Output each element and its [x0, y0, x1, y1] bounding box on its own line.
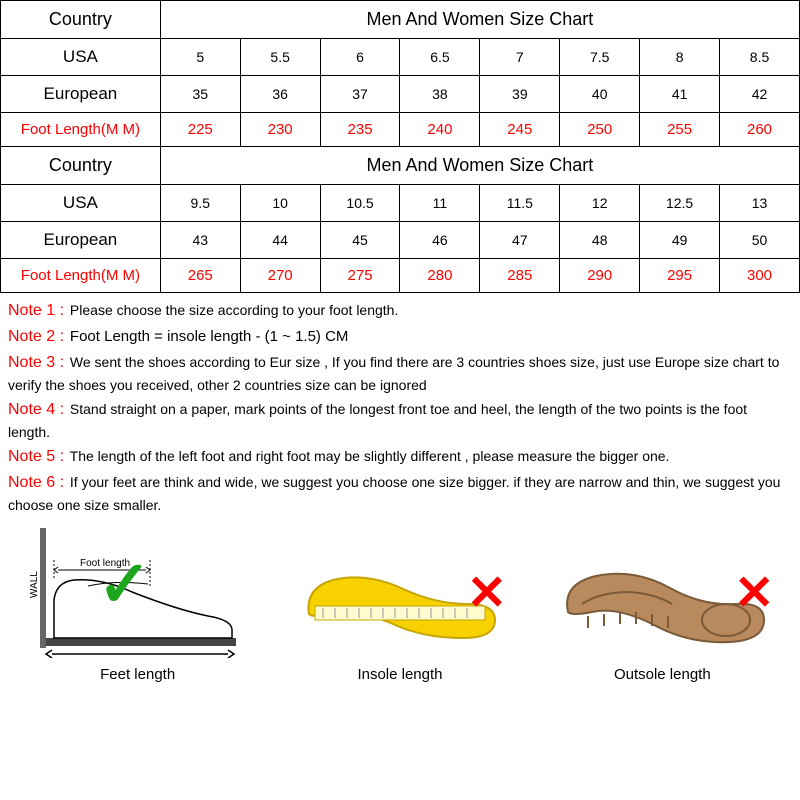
country-header: Country	[1, 147, 161, 185]
size-cell: 280	[400, 259, 480, 293]
size-cell: 43	[160, 222, 240, 259]
size-cell: 10	[240, 185, 320, 222]
size-cell: 265	[160, 259, 240, 293]
checkmark-icon: ✓	[98, 552, 152, 616]
size-cell: 8	[640, 39, 720, 76]
diagram-feet-length: WALL Foot length ✓ Feet length	[18, 528, 258, 683]
note-line: Note 3 : We sent the shoes according to …	[8, 351, 792, 396]
size-cell: 48	[560, 222, 640, 259]
chart-title: Men And Women Size Chart	[160, 1, 799, 39]
size-cell: 7.5	[560, 39, 640, 76]
x-mark-icon: ✕	[467, 570, 507, 618]
note-text: Please choose the size according to your…	[70, 302, 398, 318]
size-cell: 45	[320, 222, 400, 259]
size-cell: 8.5	[720, 39, 800, 76]
size-cell: 35	[160, 76, 240, 113]
note-line: Note 2 : Foot Length = insole length - (…	[8, 325, 792, 349]
size-cell: 255	[640, 113, 720, 147]
country-header: Country	[1, 1, 161, 39]
size-cell: 9.5	[160, 185, 240, 222]
size-cell: 285	[480, 259, 560, 293]
size-cell: 11	[400, 185, 480, 222]
note-label: Note 3 :	[8, 354, 64, 371]
row-label-european: European	[1, 222, 161, 259]
size-cell: 50	[720, 222, 800, 259]
row-label-foot-length: Foot Length(M M)	[1, 259, 161, 293]
size-cell: 7	[480, 39, 560, 76]
size-cell: 12.5	[640, 185, 720, 222]
size-cell: 230	[240, 113, 320, 147]
size-cell: 6	[320, 39, 400, 76]
note-label: Note 2 :	[8, 328, 64, 345]
note-line: Note 6 : If your feet are think and wide…	[8, 471, 792, 516]
note-label: Note 5 :	[8, 448, 64, 465]
svg-text:WALL: WALL	[29, 571, 40, 598]
note-label: Note 1 :	[8, 302, 64, 319]
note-text: We sent the shoes according to Eur size …	[8, 354, 779, 393]
size-cell: 46	[400, 222, 480, 259]
size-cell: 235	[320, 113, 400, 147]
size-cell: 6.5	[400, 39, 480, 76]
note-text: Stand straight on a paper, mark points o…	[8, 401, 747, 440]
size-cell: 41	[640, 76, 720, 113]
x-mark-icon: ✕	[734, 570, 774, 618]
note-line: Note 1 : Please choose the size accordin…	[8, 299, 792, 323]
note-line: Note 5 : The length of the left foot and…	[8, 445, 792, 469]
size-cell: 5	[160, 39, 240, 76]
size-cell: 42	[720, 76, 800, 113]
diagram-caption: Insole length	[357, 666, 442, 683]
diagram-caption: Outsole length	[614, 666, 711, 683]
note-text: Foot Length = insole length - (1 ~ 1.5) …	[70, 328, 349, 345]
size-cell: 37	[320, 76, 400, 113]
note-text: If your feet are think and wide, we sugg…	[8, 474, 780, 513]
chart-title: Men And Women Size Chart	[160, 147, 799, 185]
diagram-caption: Feet length	[100, 666, 175, 683]
size-cell: 36	[240, 76, 320, 113]
note-label: Note 4 :	[8, 401, 64, 418]
size-cell: 12	[560, 185, 640, 222]
diagram-outsole-length: ✕ Outsole length	[542, 558, 782, 683]
size-cell: 49	[640, 222, 720, 259]
size-cell: 38	[400, 76, 480, 113]
note-line: Note 4 : Stand straight on a paper, mark…	[8, 398, 792, 443]
size-cell: 225	[160, 113, 240, 147]
size-chart-table: CountryMen And Women Size ChartUSA55.566…	[0, 0, 800, 293]
size-cell: 47	[480, 222, 560, 259]
size-cell: 240	[400, 113, 480, 147]
size-cell: 11.5	[480, 185, 560, 222]
row-label-usa: USA	[1, 39, 161, 76]
size-cell: 39	[480, 76, 560, 113]
diagram-insole-length: ✕ Insole length	[285, 558, 515, 683]
row-label-usa: USA	[1, 185, 161, 222]
size-cell: 250	[560, 113, 640, 147]
size-cell: 44	[240, 222, 320, 259]
size-cell: 40	[560, 76, 640, 113]
note-text: The length of the left foot and right fo…	[70, 448, 670, 464]
notes-section: Note 1 : Please choose the size accordin…	[0, 293, 800, 520]
size-cell: 275	[320, 259, 400, 293]
row-label-european: European	[1, 76, 161, 113]
size-cell: 10.5	[320, 185, 400, 222]
note-label: Note 6 :	[8, 474, 64, 491]
size-cell: 260	[720, 113, 800, 147]
row-label-foot-length: Foot Length(M M)	[1, 113, 161, 147]
size-cell: 245	[480, 113, 560, 147]
size-cell: 295	[640, 259, 720, 293]
diagrams-row: WALL Foot length ✓ Feet length ✕ Insole …	[0, 520, 800, 695]
size-cell: 270	[240, 259, 320, 293]
size-cell: 13	[720, 185, 800, 222]
size-cell: 290	[560, 259, 640, 293]
size-cell: 5.5	[240, 39, 320, 76]
size-cell: 300	[720, 259, 800, 293]
